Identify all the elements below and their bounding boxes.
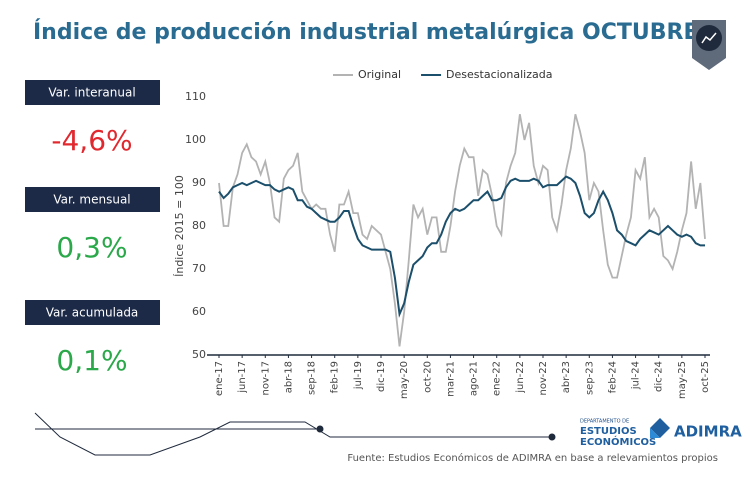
logo-line2: ECONÓMICOS bbox=[580, 435, 656, 448]
x-tick-label: may-25 bbox=[677, 361, 688, 399]
y-tick-label: 70 bbox=[192, 262, 206, 275]
legend-label: Desestacionalizada bbox=[446, 68, 552, 81]
x-tick-label: oct-25 bbox=[700, 361, 711, 393]
x-tick-label: jun-22 bbox=[515, 361, 526, 394]
x-tick-label: nov-22 bbox=[538, 361, 549, 395]
y-tick-label: 90 bbox=[192, 176, 206, 189]
y-tick-label: 100 bbox=[185, 133, 206, 146]
x-tick-label: jun-17 bbox=[237, 361, 248, 394]
logo-line1: ESTUDIOS bbox=[580, 426, 637, 437]
y-axis-label: Índice 2015 = 100 bbox=[173, 175, 186, 277]
x-tick-label: abr-23 bbox=[561, 361, 572, 393]
source-note: Fuente: Estudios Económicos de ADIMRA en… bbox=[347, 452, 718, 464]
x-tick-label: abr-18 bbox=[283, 361, 294, 393]
kpi-label: Var. interanual bbox=[48, 86, 135, 100]
kpi-label: Var. acumulada bbox=[46, 306, 139, 320]
series-line bbox=[218, 113, 706, 347]
logo-department: DEPARTAMENTO DE bbox=[580, 419, 629, 425]
series-line bbox=[218, 175, 705, 318]
x-tick-label: may-20 bbox=[399, 361, 410, 399]
y-tick-label: 50 bbox=[192, 348, 206, 361]
x-tick-label: nov-17 bbox=[260, 361, 271, 395]
x-tick-label: dic-24 bbox=[654, 361, 665, 392]
x-tick-label: jul-24 bbox=[631, 361, 642, 390]
x-tick-label: feb-19 bbox=[330, 361, 341, 393]
x-tick-label: dic-19 bbox=[376, 361, 387, 392]
x-tick-label: ene-22 bbox=[492, 361, 503, 396]
x-tick-label: ene-17 bbox=[214, 361, 225, 396]
kpi-label: Var. mensual bbox=[53, 193, 130, 207]
kpi-label-box bbox=[25, 300, 160, 325]
x-tick-label: sep-23 bbox=[584, 361, 595, 395]
kpi-label-box bbox=[25, 80, 160, 105]
chart-icon bbox=[692, 20, 726, 70]
y-tick-label: 110 bbox=[185, 90, 206, 103]
x-tick-label: oct-20 bbox=[422, 361, 433, 393]
x-tick-label: mar-21 bbox=[445, 361, 456, 397]
logo-brand: ADIMRA bbox=[674, 423, 742, 441]
page-title: Índice de producción industrial metalúrg… bbox=[33, 19, 698, 45]
x-tick-label: jul-19 bbox=[353, 361, 364, 390]
y-tick-label: 60 bbox=[192, 305, 206, 318]
x-tick-label: sep-18 bbox=[307, 361, 318, 395]
x-tick-label: ago-21 bbox=[469, 361, 480, 396]
kpi-value: -4,6% bbox=[51, 124, 132, 157]
legend-label: Original bbox=[358, 68, 401, 81]
kpi-value: 0,1% bbox=[56, 344, 127, 377]
y-tick-label: 80 bbox=[192, 219, 206, 232]
x-tick-label: feb-24 bbox=[607, 361, 618, 393]
kpi-label-box bbox=[25, 187, 160, 212]
decor-lines bbox=[34, 412, 556, 456]
kpi-value: 0,3% bbox=[56, 231, 127, 264]
adimra-icon bbox=[650, 418, 670, 438]
